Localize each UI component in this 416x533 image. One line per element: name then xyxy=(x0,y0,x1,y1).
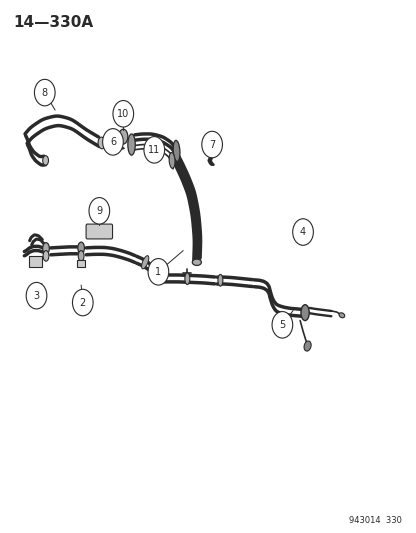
Ellipse shape xyxy=(185,273,190,285)
Ellipse shape xyxy=(128,134,135,155)
Ellipse shape xyxy=(218,274,223,286)
Ellipse shape xyxy=(78,242,84,254)
Text: 6: 6 xyxy=(110,137,116,147)
Ellipse shape xyxy=(141,256,149,269)
Text: 4: 4 xyxy=(300,227,306,237)
Text: 7: 7 xyxy=(209,140,215,150)
Text: 9: 9 xyxy=(96,206,102,216)
Ellipse shape xyxy=(119,129,128,144)
Text: 3: 3 xyxy=(33,290,40,301)
Ellipse shape xyxy=(173,140,180,161)
FancyBboxPatch shape xyxy=(86,224,113,239)
FancyBboxPatch shape xyxy=(77,260,85,267)
Ellipse shape xyxy=(43,251,49,261)
Text: 943014  330: 943014 330 xyxy=(349,516,402,525)
Circle shape xyxy=(35,79,55,106)
Circle shape xyxy=(89,198,110,224)
Text: 8: 8 xyxy=(42,87,48,98)
Ellipse shape xyxy=(169,152,175,168)
Ellipse shape xyxy=(301,305,309,320)
Circle shape xyxy=(103,128,123,155)
Text: 11: 11 xyxy=(148,145,161,155)
Ellipse shape xyxy=(78,251,84,261)
Circle shape xyxy=(202,131,223,158)
Text: 14—330A: 14—330A xyxy=(14,14,94,30)
Ellipse shape xyxy=(43,156,49,165)
Text: 10: 10 xyxy=(117,109,129,119)
Circle shape xyxy=(144,136,165,163)
FancyBboxPatch shape xyxy=(29,256,42,267)
Circle shape xyxy=(113,101,134,127)
Text: 5: 5 xyxy=(279,320,285,330)
Circle shape xyxy=(293,219,313,245)
Ellipse shape xyxy=(192,259,201,265)
Ellipse shape xyxy=(98,137,106,149)
Ellipse shape xyxy=(339,313,345,318)
Ellipse shape xyxy=(304,341,311,351)
Circle shape xyxy=(72,289,93,316)
Text: 2: 2 xyxy=(80,297,86,308)
Text: 1: 1 xyxy=(155,267,161,277)
Circle shape xyxy=(272,312,293,338)
Circle shape xyxy=(148,259,169,285)
Circle shape xyxy=(26,282,47,309)
Ellipse shape xyxy=(43,243,50,254)
